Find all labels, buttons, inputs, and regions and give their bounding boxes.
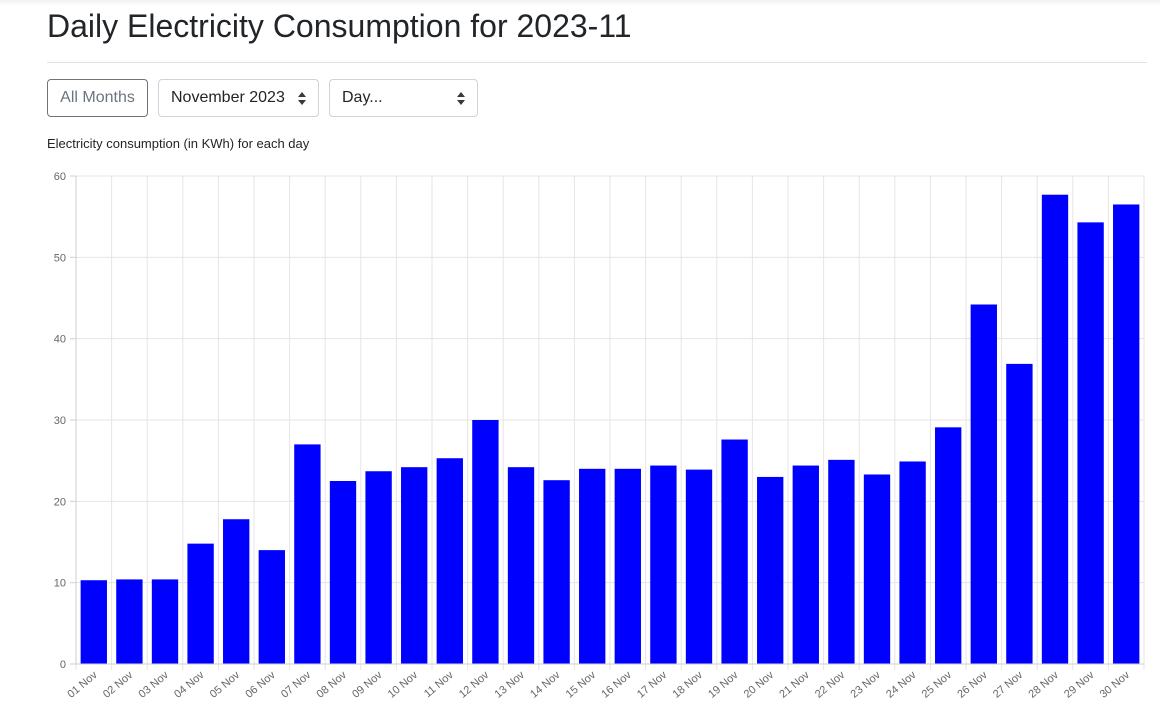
- x-tick-label: 29 Nov: [1062, 669, 1097, 701]
- bar-04-nov[interactable]: [187, 543, 214, 664]
- x-tick-label: 28 Nov: [1027, 669, 1062, 701]
- bar-14-nov[interactable]: [543, 480, 570, 664]
- bar-12-nov[interactable]: [472, 420, 499, 664]
- bar-06-nov[interactable]: [258, 550, 285, 664]
- bar-01-nov[interactable]: [80, 580, 107, 664]
- x-tick-label: 01 Nov: [65, 669, 100, 701]
- bar-23-nov[interactable]: [863, 474, 891, 664]
- x-tick-label: 06 Nov: [243, 669, 278, 701]
- y-tick-label: 40: [54, 334, 66, 346]
- bar-05-nov[interactable]: [223, 519, 250, 664]
- bar-27-nov[interactable]: [1006, 363, 1033, 664]
- axes: [70, 175, 1144, 665]
- bar-15-nov[interactable]: [579, 468, 606, 664]
- bar-28-nov[interactable]: [1041, 194, 1069, 664]
- x-tick-label: 26 Nov: [955, 669, 990, 701]
- x-tick-label: 05 Nov: [208, 669, 243, 701]
- bar-13-nov[interactable]: [507, 467, 535, 664]
- x-tick-label: 25 Nov: [920, 669, 955, 701]
- x-tick-label: 11 Nov: [422, 669, 456, 700]
- x-tick-label: 13 Nov: [493, 669, 528, 701]
- y-tick-label: 10: [54, 578, 66, 590]
- x-tick-label: 16 Nov: [599, 669, 634, 701]
- bar-10-nov[interactable]: [401, 467, 428, 664]
- bar-16-nov[interactable]: [614, 468, 641, 664]
- x-tick-labels: 01 Nov 02 Nov 03 Nov 04 Nov 05 Nov 06 Nov 07 N…: [65, 669, 1132, 701]
- bar-29-nov[interactable]: [1077, 222, 1104, 665]
- x-tick-label: 08 Nov: [315, 669, 350, 701]
- x-tick-label: 03 Nov: [137, 669, 172, 701]
- x-tick-label: 07 Nov: [279, 669, 314, 701]
- x-tick-label: 22 Nov: [813, 669, 848, 701]
- bar-26-nov[interactable]: [970, 304, 997, 664]
- x-tick-label: 23 Nov: [849, 669, 884, 701]
- bar-24-nov[interactable]: [899, 461, 926, 664]
- bars: [80, 194, 1140, 665]
- bar-21-nov[interactable]: [792, 465, 819, 664]
- bar-03-nov[interactable]: [151, 579, 179, 664]
- x-tick-label: 27 Nov: [991, 669, 1026, 701]
- x-tick-label: 02 Nov: [101, 669, 136, 701]
- x-tick-label: 15 Nov: [564, 669, 599, 701]
- x-tick-label: 10 Nov: [386, 669, 421, 701]
- day-select[interactable]: Day...: [329, 79, 478, 117]
- y-tick-label: 20: [54, 496, 66, 508]
- bar-25-nov[interactable]: [935, 427, 962, 664]
- x-tick-label: 19 Nov: [706, 669, 741, 701]
- x-tick-label: 18 Nov: [671, 669, 706, 701]
- bar-11-nov[interactable]: [436, 458, 463, 664]
- x-tick-label: 12 Nov: [457, 669, 492, 701]
- x-tick-label: 04 Nov: [172, 669, 207, 701]
- top-strip: [0, 0, 1160, 6]
- x-tick-label: 24 Nov: [884, 669, 919, 701]
- day-select-value: Day...: [342, 89, 383, 106]
- y-tick-label: 50: [54, 252, 66, 264]
- bar-02-nov[interactable]: [116, 579, 143, 664]
- bar-07-nov[interactable]: [294, 444, 321, 664]
- x-tick-label: 20 Nov: [742, 669, 777, 701]
- y-tick-labels: 0 10 20 30 40 50 60: [54, 171, 66, 671]
- x-tick-label: 21 Nov: [777, 669, 812, 701]
- y-tick-label: 0: [60, 659, 66, 671]
- bar-30-nov[interactable]: [1113, 204, 1140, 664]
- title-divider: [47, 62, 1147, 63]
- bar-09-nov[interactable]: [365, 471, 392, 664]
- x-tick-label: 09 Nov: [350, 669, 385, 701]
- y-tick-label: 30: [54, 415, 66, 427]
- bar-18-nov[interactable]: [685, 469, 713, 664]
- bar-08-nov[interactable]: [329, 481, 357, 664]
- bar-20-nov[interactable]: [757, 476, 784, 664]
- month-select[interactable]: November 2023: [158, 79, 319, 117]
- x-tick-label: 17 Nov: [635, 669, 670, 701]
- bar-22-nov[interactable]: [828, 459, 855, 664]
- y-tick-label: 60: [54, 171, 66, 183]
- page-title: Daily Electricity Consumption for 2023-1…: [47, 8, 632, 44]
- select-caret-icon: [298, 92, 306, 105]
- x-tick-label: 14 Nov: [528, 669, 563, 701]
- bar-17-nov[interactable]: [650, 465, 677, 664]
- select-caret-icon: [457, 92, 465, 105]
- bar-19-nov[interactable]: [721, 439, 748, 664]
- chart-caption: Electricity consumption (in KWh) for eac…: [47, 136, 310, 151]
- all-months-button[interactable]: All Months: [47, 79, 148, 117]
- bar-chart: 0 10 20 30 40 50 60 01 Nov 02 Nov 03 Nov 04 Nov 05…: [54, 171, 1145, 701]
- x-tick-label: 30 Nov: [1098, 669, 1133, 701]
- month-select-value: November 2023: [171, 89, 285, 106]
